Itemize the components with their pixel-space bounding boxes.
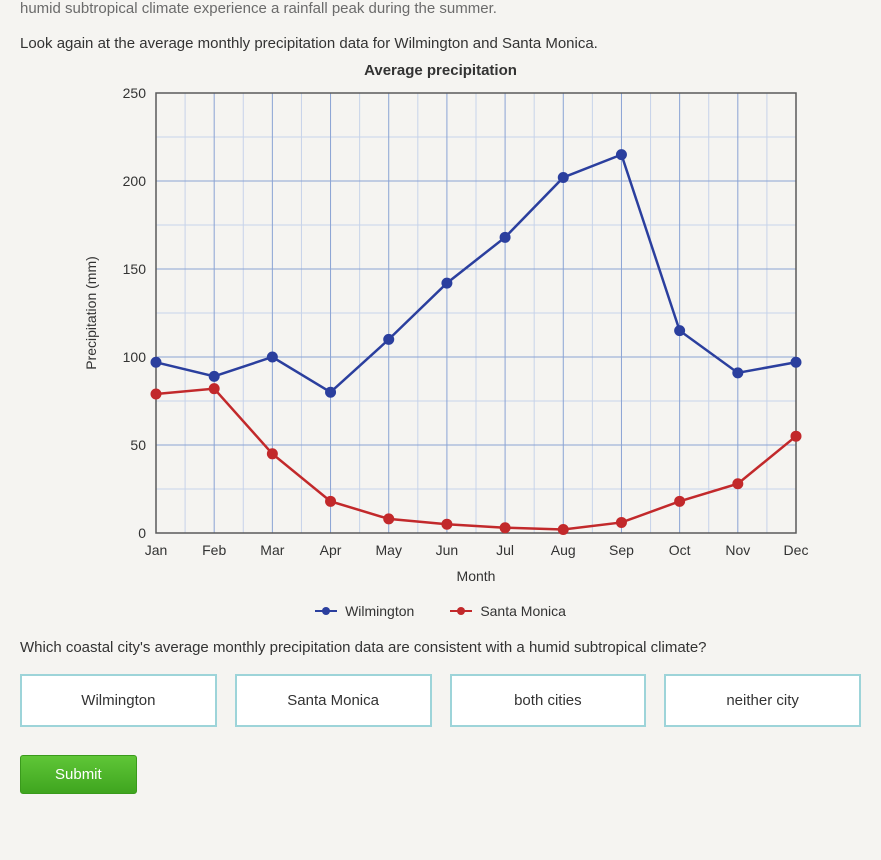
svg-text:May: May (375, 542, 401, 558)
chart-svg: 0 50 100 150 200 250 Jan Feb Mar Apr May Jun Jul Aug S… (56, 83, 826, 593)
legend-label: Wilmington (345, 603, 414, 619)
svg-text:0: 0 (138, 525, 146, 541)
svg-text:200: 200 (122, 173, 146, 189)
svg-text:Month: Month (456, 568, 495, 584)
submit-button[interactable]: Submit (20, 755, 137, 794)
intro-text-2: Look again at the average monthly precip… (20, 35, 861, 52)
legend-item-1: Santa Monica (450, 603, 566, 619)
precipitation-chart: Average precipitation 0 50 100 150 200 250 Jan… (31, 62, 851, 619)
svg-text:Oct: Oct (668, 542, 690, 558)
svg-text:Nov: Nov (725, 542, 750, 558)
svg-text:Precipitation (mm): Precipitation (mm) (83, 256, 99, 370)
question-text: Which coastal city's average monthly pre… (20, 637, 861, 658)
svg-text:Jan: Jan (144, 542, 167, 558)
svg-text:Aug: Aug (550, 542, 575, 558)
svg-text:Feb: Feb (202, 542, 226, 558)
svg-text:Sep: Sep (608, 542, 633, 558)
svg-text:100: 100 (122, 349, 146, 365)
svg-text:Jun: Jun (435, 542, 458, 558)
svg-text:250: 250 (122, 85, 146, 101)
svg-text:Jul: Jul (496, 542, 514, 558)
intro-text-1: humid subtropical climate experience a r… (20, 0, 861, 17)
chart-legend: Wilmington Santa Monica (31, 599, 851, 619)
answer-option-0[interactable]: Wilmington (20, 674, 217, 727)
svg-text:Dec: Dec (783, 542, 808, 558)
legend-label: Santa Monica (480, 603, 566, 619)
svg-text:Apr: Apr (319, 542, 341, 558)
answer-options: Wilmington Santa Monica both cities neither… (20, 674, 861, 727)
answer-option-3[interactable]: neither city (664, 674, 861, 727)
legend-item-0: Wilmington (315, 603, 414, 619)
svg-text:150: 150 (122, 261, 146, 277)
svg-text:Mar: Mar (260, 542, 284, 558)
answer-option-2[interactable]: both cities (450, 674, 647, 727)
answer-option-1[interactable]: Santa Monica (235, 674, 432, 727)
svg-text:50: 50 (130, 437, 146, 453)
chart-title: Average precipitation (31, 62, 851, 79)
